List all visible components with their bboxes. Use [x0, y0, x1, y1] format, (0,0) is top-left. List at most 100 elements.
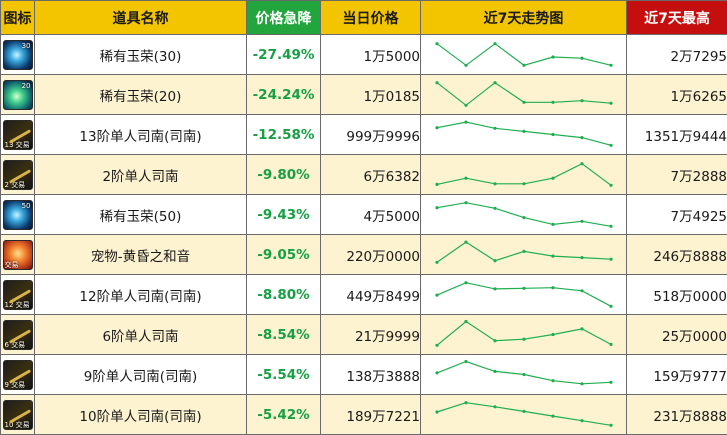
trend-point — [580, 99, 583, 102]
icon-badge-bottom: 9 交易 — [5, 381, 26, 389]
trend-line — [437, 44, 611, 66]
max-price-7d: 159万9777 — [627, 355, 727, 395]
trend-point — [464, 64, 467, 67]
current-price: 21万9999 — [321, 315, 421, 355]
current-price: 6万6382 — [321, 155, 421, 195]
trend-point — [493, 207, 496, 210]
trend-point — [580, 382, 583, 385]
trend-sparkline — [421, 275, 627, 314]
current-price: 4万5000 — [321, 195, 421, 235]
blue-orb-icon: 30 — [3, 40, 33, 70]
icon-cell: 12 交易 — [1, 275, 35, 315]
item-name: 13阶单人司南(司南) — [35, 115, 247, 155]
current-price: 449万8499 — [321, 275, 421, 315]
trend-point — [551, 133, 554, 136]
icon-cell: 交易 — [1, 235, 35, 275]
trend-sparkline — [421, 155, 627, 194]
item-name: 宠物-黄昏之和音 — [35, 235, 247, 275]
trend-point — [464, 121, 467, 124]
item-name: 6阶单人司南 — [35, 315, 247, 355]
trend-point — [435, 371, 438, 374]
icon-badge-bottom: 10 交易 — [5, 421, 30, 429]
icon-cell: 9 交易 — [1, 355, 35, 395]
trend-point — [493, 42, 496, 45]
price-drop: -27.49% — [247, 35, 321, 75]
trend-point — [522, 182, 525, 185]
icon-cell: 10 交易 — [1, 395, 35, 435]
icon-cell: 30 — [1, 35, 35, 75]
trend-point — [580, 136, 583, 139]
max-price-7d: 2万7295 — [627, 35, 727, 75]
current-price: 189万7221 — [321, 395, 421, 435]
price-drop: -5.42% — [247, 395, 321, 435]
trend-point — [522, 216, 525, 219]
weapon-stick-icon: 12 交易 — [3, 280, 33, 310]
table-row: 10 交易 10阶单人司南(司南)-5.42%189万7221 231万8888 — [1, 395, 727, 435]
trend-point — [464, 241, 467, 244]
max-price-7d: 231万8888 — [627, 395, 727, 435]
header-drop: 价格急降 — [247, 1, 321, 35]
weapon-stick-icon: 6 交易 — [3, 320, 33, 350]
item-name: 10阶单人司南(司南) — [35, 395, 247, 435]
item-name: 稀有玉荣(30) — [35, 35, 247, 75]
trend-point — [522, 338, 525, 341]
trend-line — [437, 122, 611, 145]
weapon-stick-icon: 9 交易 — [3, 360, 33, 390]
price-drop: -9.05% — [247, 235, 321, 275]
max-price-7d: 7万2888 — [627, 155, 727, 195]
trend-point — [580, 57, 583, 60]
trend-point — [609, 184, 612, 187]
current-price: 138万3888 — [321, 355, 421, 395]
icon-badge-bottom: 交易 — [5, 261, 19, 269]
trend-point — [609, 305, 612, 308]
header-price: 当日价格 — [321, 1, 421, 35]
trend-point — [435, 344, 438, 347]
trend-point — [493, 182, 496, 185]
trend-sparkline — [421, 395, 627, 434]
trend-point — [522, 250, 525, 253]
trend-sparkline — [421, 235, 627, 274]
trend-point — [435, 42, 438, 45]
trend-cell — [421, 395, 627, 435]
header-trend: 近7天走势图 — [421, 1, 627, 35]
trend-point — [609, 343, 612, 346]
trend-point — [580, 162, 583, 165]
trend-point — [609, 144, 612, 147]
price-drop: -5.54% — [247, 355, 321, 395]
trend-point — [493, 405, 496, 408]
trend-point — [464, 177, 467, 180]
trend-point — [493, 287, 496, 290]
trend-point — [435, 81, 438, 84]
trend-point — [580, 419, 583, 422]
trend-point — [435, 126, 438, 129]
max-price-7d: 1万6265 — [627, 75, 727, 115]
header-icon: 图标 — [1, 1, 35, 35]
trend-point — [551, 415, 554, 418]
trend-point — [522, 287, 525, 290]
item-name: 稀有玉荣(50) — [35, 195, 247, 235]
current-price: 1万0185 — [321, 75, 421, 115]
header-name: 道具名称 — [35, 1, 247, 35]
trend-cell — [421, 35, 627, 75]
trend-point — [551, 177, 554, 180]
trend-point — [522, 410, 525, 413]
current-price: 999万9996 — [321, 115, 421, 155]
trend-point — [551, 286, 554, 289]
trend-point — [435, 294, 438, 297]
max-price-7d: 518万0000 — [627, 275, 727, 315]
price-drop: -9.80% — [247, 155, 321, 195]
trend-point — [580, 327, 583, 330]
max-price-7d: 25万0000 — [627, 315, 727, 355]
price-drop: -12.58% — [247, 115, 321, 155]
trend-point — [493, 127, 496, 130]
trend-cell — [421, 195, 627, 235]
trend-point — [493, 81, 496, 84]
trend-point — [609, 424, 612, 427]
trend-point — [580, 256, 583, 259]
